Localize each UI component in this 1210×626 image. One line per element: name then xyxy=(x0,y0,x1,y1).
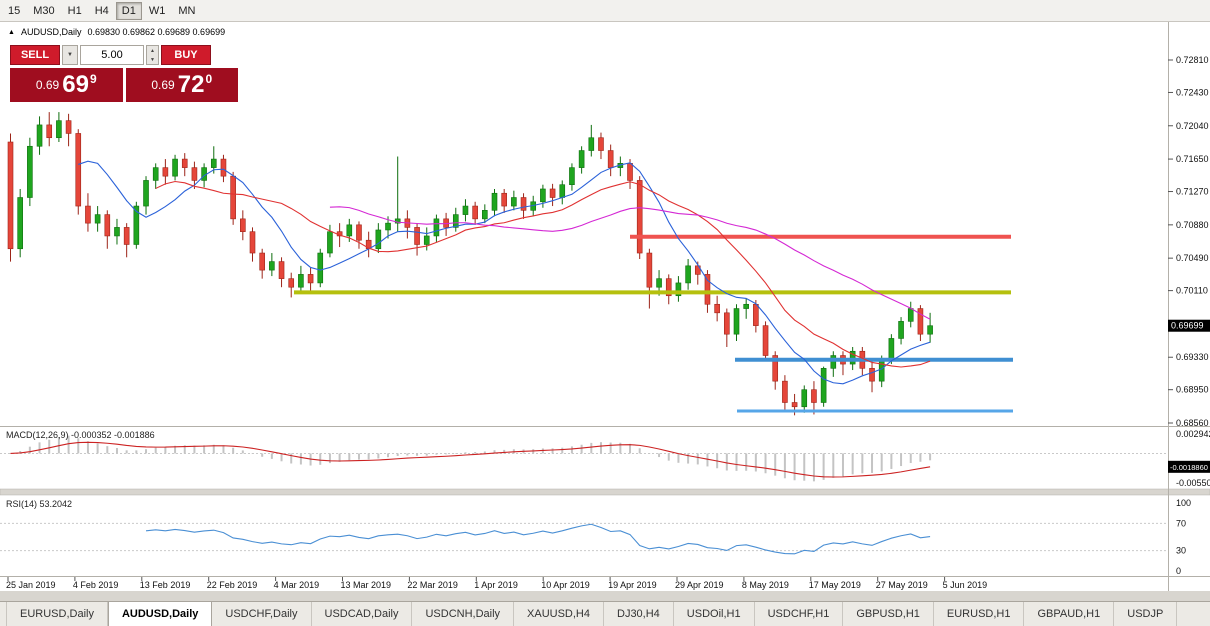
svg-text:0.71650: 0.71650 xyxy=(1176,154,1209,164)
buy-price-display[interactable]: 0.69 72 0 xyxy=(125,68,238,102)
buy-price-sup: 0 xyxy=(205,72,213,86)
timeframe-button-d1[interactable]: D1 xyxy=(115,1,142,20)
timeframe-toolbar: 15 M30 H1 H4 D1 W1 MN xyxy=(0,0,1210,22)
buy-price-prefix: 0.69 xyxy=(151,78,175,92)
volume-dropdown-button[interactable]: ▼ xyxy=(62,45,78,65)
svg-text:-0.0055000: -0.0055000 xyxy=(1176,478,1210,488)
sell-price-sup: 9 xyxy=(89,72,97,86)
timeframe-button-mn[interactable]: MN xyxy=(172,2,201,20)
timeframe-button-h1[interactable]: H1 xyxy=(62,2,88,20)
chevron-up-icon: ▲ xyxy=(150,47,155,54)
sell-price-main: 69 xyxy=(62,71,89,98)
svg-text:0.72430: 0.72430 xyxy=(1176,87,1209,97)
svg-text:22 Mar 2019: 22 Mar 2019 xyxy=(407,580,458,590)
buy-button[interactable]: BUY xyxy=(161,45,211,65)
svg-text:0.72810: 0.72810 xyxy=(1176,55,1209,65)
svg-text:0.69330: 0.69330 xyxy=(1176,352,1209,362)
svg-text:0.68560: 0.68560 xyxy=(1176,418,1209,428)
svg-text:1 Apr 2019: 1 Apr 2019 xyxy=(474,580,518,590)
chart-tab-usdchf-h1[interactable]: USDCHF,H1 xyxy=(755,602,844,626)
chart-tab-audusd-daily[interactable]: AUDUSD,Daily xyxy=(107,602,213,626)
svg-text:4 Mar 2019: 4 Mar 2019 xyxy=(274,580,320,590)
volume-stepper[interactable]: ▲ ▼ xyxy=(146,45,159,65)
buy-price-main: 72 xyxy=(177,71,205,98)
chart-tab-usdjp[interactable]: USDJP xyxy=(1114,602,1178,626)
timeframe-button-w1[interactable]: W1 xyxy=(143,2,172,20)
symbol-marker-icon: ▲ xyxy=(8,28,15,36)
svg-text:0.68950: 0.68950 xyxy=(1176,385,1209,395)
svg-text:27 May 2019: 27 May 2019 xyxy=(876,580,928,590)
svg-text:0.69699: 0.69699 xyxy=(1171,321,1204,331)
chart-tab-xauusd-h4[interactable]: XAUUSD,H4 xyxy=(514,602,604,626)
svg-text:0.0029420: 0.0029420 xyxy=(1176,429,1210,439)
svg-text:0.70880: 0.70880 xyxy=(1176,220,1209,230)
chart-tab-usdcnh-daily[interactable]: USDCNH,Daily xyxy=(412,602,515,626)
svg-text:19 Apr 2019: 19 Apr 2019 xyxy=(608,580,657,590)
sell-button[interactable]: SELL xyxy=(10,45,60,65)
svg-text:0.70110: 0.70110 xyxy=(1176,286,1208,296)
svg-text:17 May 2019: 17 May 2019 xyxy=(809,580,861,590)
svg-text:0.70490: 0.70490 xyxy=(1176,253,1209,263)
chart-tabbar: EURUSD,Daily AUDUSD,Daily USDCHF,Daily USDC… xyxy=(0,601,1210,626)
ohlc-info: ▲ AUDUSD,Daily 0.69830 0.69862 0.69689 0… xyxy=(8,27,225,37)
chart-tab-eurusd-h1[interactable]: EURUSD,H1 xyxy=(934,602,1025,626)
svg-text:0: 0 xyxy=(1176,566,1181,576)
chart-tab-gbpusd-h1[interactable]: GBPUSD,H1 xyxy=(843,602,934,626)
chart-tab-usdcad-daily[interactable]: USDCAD,Daily xyxy=(312,602,413,626)
sell-price-display[interactable]: 0.69 69 9 xyxy=(10,68,123,102)
svg-text:8 May 2019: 8 May 2019 xyxy=(742,580,789,590)
svg-text:-0.0018860: -0.0018860 xyxy=(1170,463,1208,472)
svg-text:10 Apr 2019: 10 Apr 2019 xyxy=(541,580,590,590)
chart-tab-dj30-h4[interactable]: DJ30,H4 xyxy=(604,602,674,626)
svg-text:30: 30 xyxy=(1176,546,1186,556)
svg-text:0.71270: 0.71270 xyxy=(1176,187,1209,197)
timeframe-button-m30[interactable]: M30 xyxy=(27,2,60,20)
chevron-down-icon: ▼ xyxy=(150,56,155,63)
svg-text:13 Mar 2019: 13 Mar 2019 xyxy=(341,580,392,590)
timeframe-button-15[interactable]: 15 xyxy=(2,2,26,20)
ohlc-values: 0.69830 0.69862 0.69689 0.69699 xyxy=(87,27,226,37)
svg-text:70: 70 xyxy=(1176,518,1186,528)
svg-text:5 Jun 2019: 5 Jun 2019 xyxy=(943,580,988,590)
chart-tab-gbpaud-h1[interactable]: GBPAUD,H1 xyxy=(1024,602,1115,626)
sell-price-prefix: 0.69 xyxy=(35,78,60,92)
svg-text:0.72040: 0.72040 xyxy=(1176,121,1209,131)
chevron-down-icon: ▼ xyxy=(67,52,73,58)
svg-text:100: 100 xyxy=(1176,498,1191,508)
timeframe-button-h4[interactable]: H4 xyxy=(89,2,115,20)
svg-text:29 Apr 2019: 29 Apr 2019 xyxy=(675,580,724,590)
chart-tab-usdoil-h1[interactable]: USDOil,H1 xyxy=(674,602,755,626)
rsi-label: RSI(14) 53.2042 xyxy=(6,499,73,509)
svg-text:13 Feb 2019: 13 Feb 2019 xyxy=(140,580,191,590)
svg-text:22 Feb 2019: 22 Feb 2019 xyxy=(207,580,258,590)
volume-input[interactable] xyxy=(80,45,144,65)
svg-text:4 Feb 2019: 4 Feb 2019 xyxy=(73,580,119,590)
chart-tab-usdchf-daily[interactable]: USDCHF,Daily xyxy=(212,602,312,626)
macd-label: MACD(12,26,9) -0.000352 -0.001886 xyxy=(6,430,155,440)
chart-tab-eurusd-daily[interactable]: EURUSD,Daily xyxy=(6,602,108,626)
symbol-label: AUDUSD,Daily xyxy=(20,27,82,37)
svg-text:25 Jan 2019: 25 Jan 2019 xyxy=(6,580,56,590)
